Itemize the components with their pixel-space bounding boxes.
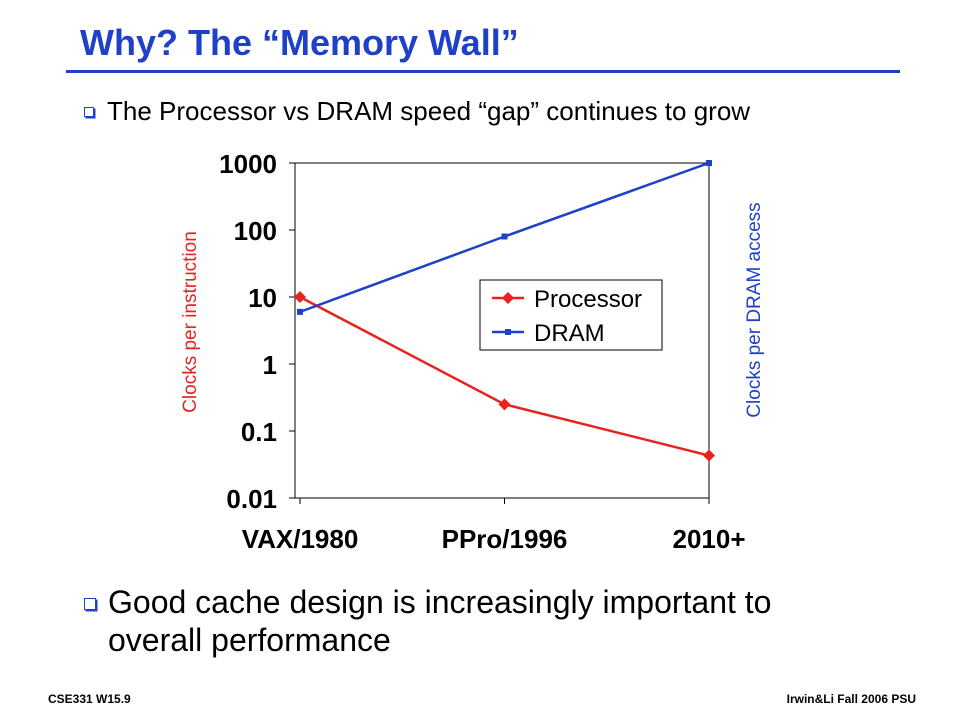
dram-point [706, 160, 712, 166]
legend-dram-marker [505, 329, 511, 335]
bullet-box-icon [84, 598, 96, 610]
bullet-2: Good cache design is increasingly import… [84, 583, 844, 659]
y-tick-label: 10 [248, 283, 277, 313]
legend-dram-label: DRAM [534, 320, 605, 347]
y-tick-label: 1 [263, 350, 277, 380]
legend-box [479, 279, 663, 351]
processor-point [294, 291, 306, 303]
bullet-2-text: Good cache design is increasingly import… [108, 584, 772, 658]
dram-point [501, 233, 508, 240]
legend-processor-label: Processor [534, 286, 642, 313]
bullet-1: The Processor vs DRAM speed “gap” contin… [84, 96, 750, 127]
bullet-box-icon [84, 107, 94, 117]
footer-credit: Irwin&Li Fall 2006 PSU [786, 692, 916, 706]
y-tick-label: 0.01 [226, 484, 277, 514]
legend-processor-marker [502, 292, 514, 304]
x-tick-label: VAX/1980 [242, 524, 359, 554]
title-underline [66, 70, 900, 73]
footer-course: CSE331 W15.9 [48, 692, 131, 706]
x-tick-label: 2010+ [672, 524, 745, 554]
y-tick-label: 1000 [219, 149, 277, 179]
bullet-1-text: The Processor vs DRAM speed “gap” contin… [107, 96, 751, 126]
y-tick-label: 0.1 [241, 417, 277, 447]
x-tick-label: PPro/1996 [442, 524, 568, 554]
slide-title: Why? The “Memory Wall” [80, 22, 519, 63]
processor-point [703, 449, 715, 462]
processor-point [498, 398, 511, 411]
dram-point [297, 308, 303, 315]
y-tick-label: 100 [234, 216, 277, 246]
